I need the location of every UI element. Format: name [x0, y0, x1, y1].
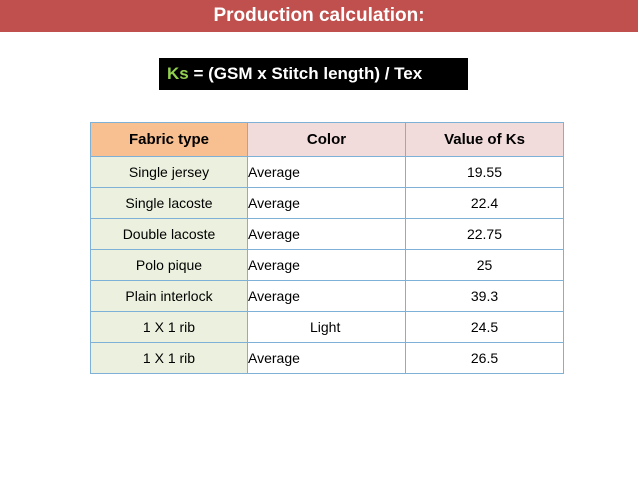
color-cell: Light: [247, 311, 406, 343]
formula-expression: = (GSM x Stitch length) / Tex: [188, 64, 423, 83]
formula-ks-symbol: Ks: [167, 64, 189, 83]
table-row: 1 X 1 rib Average 26.5: [90, 342, 564, 374]
header-color: Color: [247, 122, 406, 157]
ks-value-cell: 24.5: [405, 311, 564, 343]
fabric-type-cell: 1 X 1 rib: [90, 342, 248, 374]
fabric-ks-table: Fabric type Color Value of Ks Single jer…: [90, 122, 564, 374]
fabric-type-cell: Plain interlock: [90, 280, 248, 312]
color-cell: Average: [247, 218, 406, 250]
fabric-type-cell: Single lacoste: [90, 187, 248, 219]
formula-box: Ks = (GSM x Stitch length) / Tex: [159, 58, 468, 90]
header-value-of-ks: Value of Ks: [405, 122, 564, 157]
table-row: Plain interlock Average 39.3: [90, 280, 564, 312]
table-header-row: Fabric type Color Value of Ks: [90, 122, 564, 157]
ks-value-cell: 19.55: [405, 156, 564, 188]
ks-value-cell: 22.75: [405, 218, 564, 250]
table-row: Double lacoste Average 22.75: [90, 218, 564, 250]
color-cell: Average: [247, 280, 406, 312]
ks-value-cell: 39.3: [405, 280, 564, 312]
ks-value-cell: 26.5: [405, 342, 564, 374]
table-row: 1 X 1 rib Light 24.5: [90, 311, 564, 343]
fabric-type-cell: Polo pique: [90, 249, 248, 281]
table-row: Polo pique Average 25: [90, 249, 564, 281]
color-cell: Average: [247, 249, 406, 281]
slide-title: Production calculation:: [0, 0, 638, 32]
fabric-type-cell: Single jersey: [90, 156, 248, 188]
ks-value-cell: 25: [405, 249, 564, 281]
header-fabric-type: Fabric type: [90, 122, 248, 157]
fabric-type-cell: 1 X 1 rib: [90, 311, 248, 343]
ks-value-cell: 22.4: [405, 187, 564, 219]
color-cell: Average: [247, 187, 406, 219]
color-cell: Average: [247, 342, 406, 374]
fabric-type-cell: Double lacoste: [90, 218, 248, 250]
table-row: Single jersey Average 19.55: [90, 156, 564, 188]
color-cell: Average: [247, 156, 406, 188]
table-row: Single lacoste Average 22.4: [90, 187, 564, 219]
